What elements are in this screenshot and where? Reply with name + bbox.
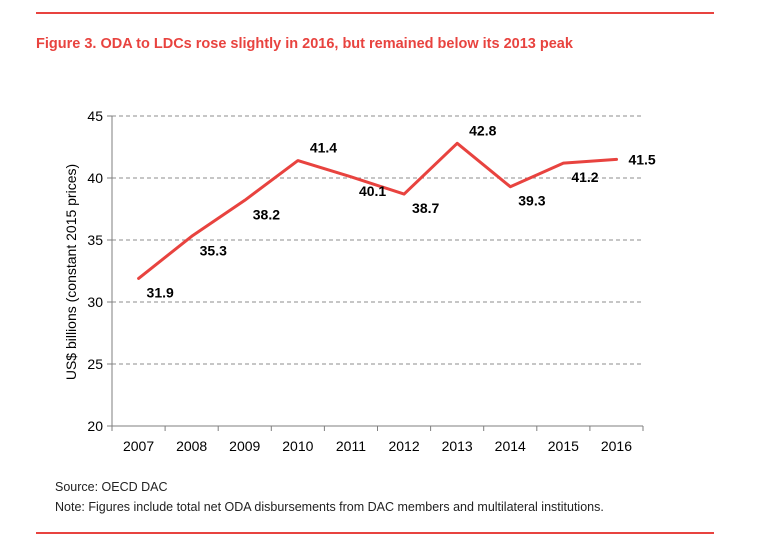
y-axis-label: US$ billions (constant 2015 prices)	[63, 164, 79, 380]
series-layer	[137, 141, 618, 280]
data-label: 31.9	[147, 284, 174, 300]
data-label: 41.2	[571, 169, 598, 185]
data-label: 38.7	[412, 200, 439, 216]
x-tick-label: 2014	[495, 438, 526, 454]
y-tick-label: 45	[87, 108, 103, 124]
x-tick-label: 2013	[442, 438, 473, 454]
top-rule	[36, 12, 714, 14]
footnote: Note: Figures include total net ODA disb…	[55, 500, 604, 514]
data-label: 41.4	[310, 140, 337, 156]
data-label: 42.8	[469, 122, 496, 138]
x-tick-label: 2010	[282, 438, 313, 454]
data-label: 40.1	[359, 183, 386, 199]
x-tick-label: 2007	[123, 438, 154, 454]
bottom-rule	[36, 532, 714, 534]
figure-title: Figure 3. ODA to LDCs rose slightly in 2…	[36, 36, 573, 52]
y-tick-label: 20	[87, 418, 103, 434]
x-tick-label: 2008	[176, 438, 207, 454]
data-labels: 31.9 35.3 38.2 41.4 40.1 38.7 42.8 39.3 41.2 41.5	[147, 122, 656, 300]
data-label: 39.3	[518, 193, 545, 209]
data-label: 38.2	[253, 206, 280, 222]
y-tick-label: 30	[87, 294, 103, 310]
x-tick-label: 2012	[388, 438, 419, 454]
source-note: Source: OECD DAC	[55, 480, 168, 494]
x-tick-label: 2009	[229, 438, 260, 454]
y-tick-label: 25	[87, 356, 103, 372]
x-tick-label: 2011	[336, 438, 366, 454]
data-label: 41.5	[628, 151, 655, 167]
axes: 20 25 30 35 40 45 2007 2008 2009 2010 2011 2012 2013…	[87, 108, 644, 454]
x-tick-label: 2015	[548, 438, 579, 454]
data-label: 35.3	[200, 242, 227, 258]
y-tick-label: 40	[87, 170, 103, 186]
series-line	[137, 141, 618, 280]
gridlines	[112, 115, 643, 365]
y-tick-label: 35	[87, 232, 103, 248]
x-tick-label: 2016	[601, 438, 632, 454]
